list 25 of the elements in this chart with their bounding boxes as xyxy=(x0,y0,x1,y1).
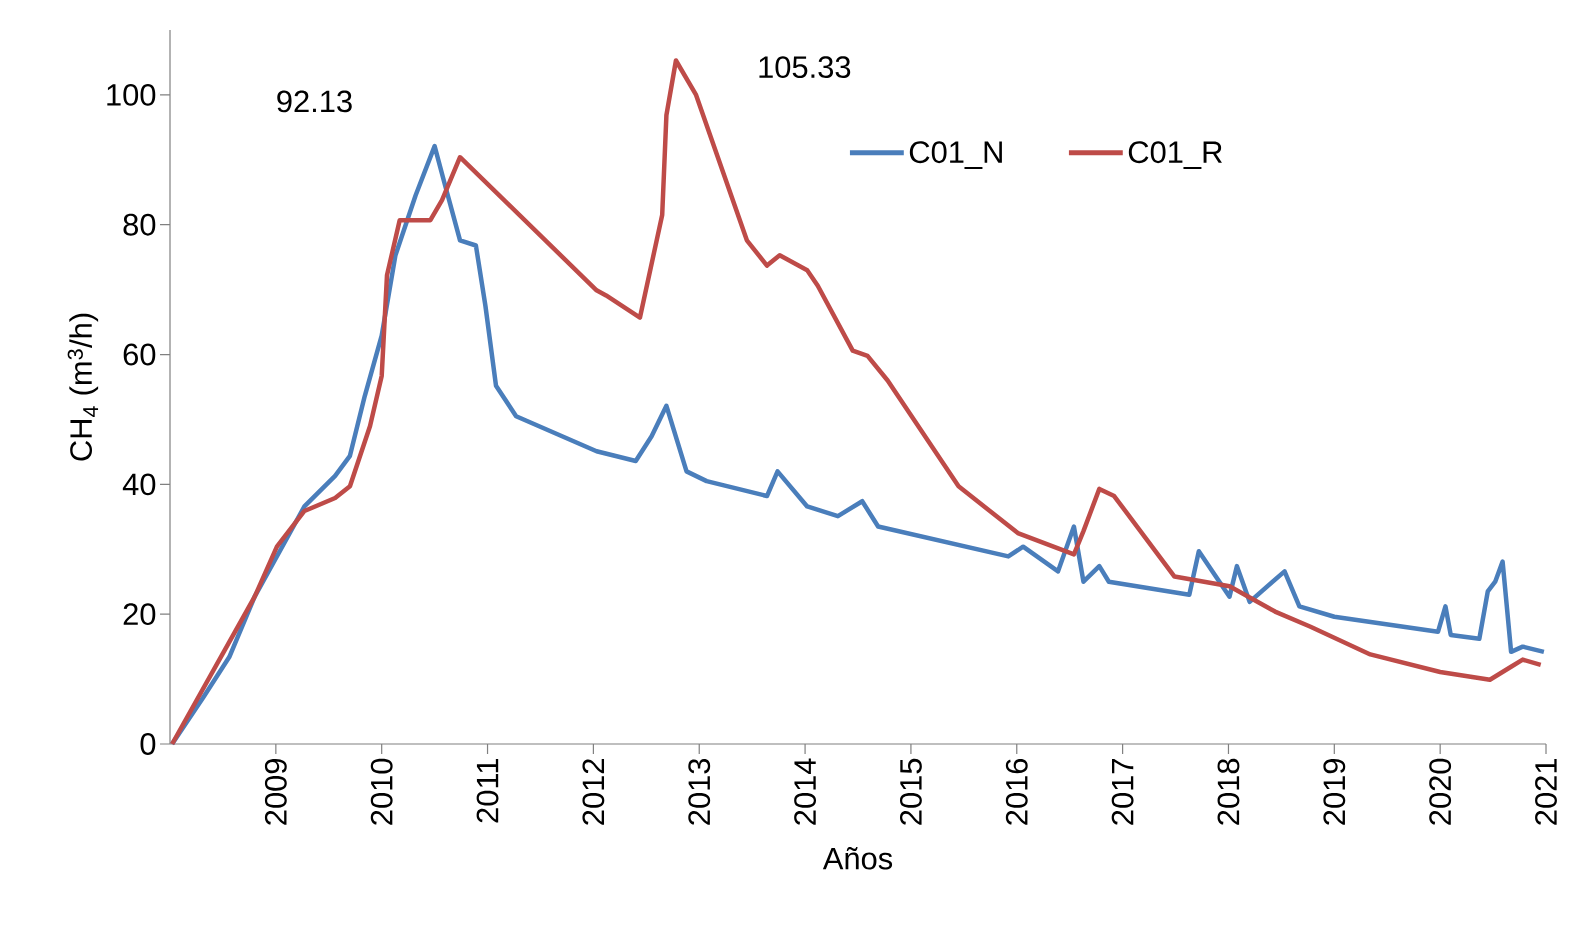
legend-label: C01_N xyxy=(909,141,1002,169)
x-tick-label: 2011 xyxy=(476,759,499,823)
y-axis-title: CH$_{4}$ (m$^{3}$/h) xyxy=(67,313,99,461)
annotation: 105.33 xyxy=(759,56,851,79)
x-tick-label: 2010 xyxy=(370,758,393,825)
y-tick-label: 80 xyxy=(123,213,156,236)
y-tick-label: 20 xyxy=(123,603,156,626)
y-tick-label: 40 xyxy=(122,473,156,496)
x-tick-label: 2019 xyxy=(1323,758,1346,825)
y-tick-label: 100 xyxy=(107,83,156,106)
y-tick-label: 60 xyxy=(123,343,156,366)
x-tick-label: 2013 xyxy=(688,758,711,825)
x-tick-label: 2020 xyxy=(1429,758,1452,825)
legend-label: C01_R xyxy=(1128,141,1222,169)
x-tick-label: 2018 xyxy=(1217,758,1240,825)
x-tick-label: 2017 xyxy=(1111,759,1134,825)
annotation: 92.13 xyxy=(277,90,352,113)
x-tick-label: 2009 xyxy=(264,758,287,825)
x-tick-label: 2021 xyxy=(1535,759,1557,825)
x-tick-label: 2015 xyxy=(900,758,922,825)
x-tick-label: 2014 xyxy=(794,758,817,825)
y-tick-label: 0 xyxy=(140,733,156,755)
x-axis-title: Años xyxy=(822,847,893,870)
x-tick-label: 2012 xyxy=(582,759,605,825)
x-tick-label: 2016 xyxy=(1005,758,1028,825)
